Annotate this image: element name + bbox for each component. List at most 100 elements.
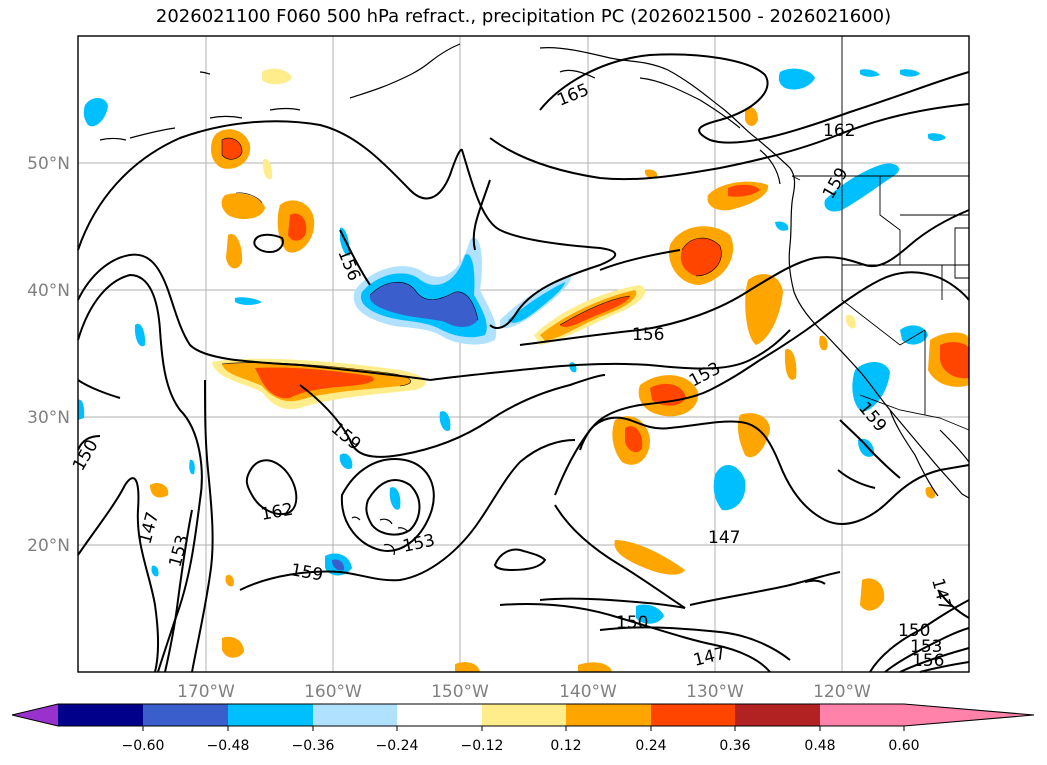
coastline-alaska	[349, 43, 461, 99]
coastline-vancouver	[759, 149, 781, 185]
lat-label: 30°N	[27, 408, 70, 428]
contour-line	[365, 479, 421, 536]
state-border	[879, 176, 901, 265]
precip-area	[389, 487, 401, 510]
precip-area	[439, 411, 451, 431]
colorbar-segment	[313, 704, 397, 726]
coastline-north-america	[539, 47, 970, 499]
longitude-labels: 170°W 160°W 150°W 140°W 130°W 120°W	[177, 682, 871, 702]
contour-line	[245, 459, 298, 515]
colorbar-tick-label: −0.36	[292, 738, 335, 754]
contour-line	[519, 209, 970, 346]
contour-line	[472, 179, 491, 251]
lat-label: 20°N	[27, 536, 70, 556]
colorbar: −0.60 −0.48 −0.36 −0.24 −0.12 0.12 0.24 …	[11, 703, 1035, 754]
colorbar-tick-label: 0.24	[635, 738, 666, 754]
contour-line	[77, 253, 431, 381]
contour-line	[539, 504, 686, 609]
colorbar-ticks	[142, 726, 905, 731]
state-border	[841, 265, 926, 346]
precip-area	[728, 184, 760, 197]
colorbar-tick-label: 0.60	[888, 738, 919, 754]
lat-label: 40°N	[27, 281, 70, 301]
coastline-mexico	[939, 429, 970, 463]
precip-area	[150, 483, 169, 498]
lon-label: 140°W	[559, 682, 617, 702]
precip-area	[928, 133, 946, 141]
precip-area	[824, 163, 900, 212]
precip-area	[262, 68, 292, 85]
height-contours	[77, 53, 970, 673]
contour-label: 156	[912, 651, 944, 671]
precip-area	[255, 367, 374, 399]
precip-shading	[78, 68, 969, 672]
lon-label: 150°W	[431, 682, 489, 702]
precip-area	[225, 574, 234, 587]
colorbar-tick-label: −0.48	[207, 738, 250, 754]
precip-area	[860, 578, 885, 611]
precip-area	[775, 221, 789, 231]
colorbar-extend-min	[12, 704, 58, 726]
precip-area	[455, 662, 480, 672]
contour-line	[869, 599, 970, 673]
precip-area	[784, 349, 797, 380]
precip-area	[925, 486, 936, 499]
colorbar-segment	[566, 704, 651, 726]
precip-area	[560, 296, 630, 328]
contour-line	[539, 53, 970, 144]
colorbar-segment	[58, 704, 143, 726]
colorbar-segment	[820, 704, 904, 726]
precip-area	[189, 459, 195, 475]
precip-area	[339, 453, 353, 470]
contour-line	[599, 626, 791, 661]
colorbar-segment	[482, 704, 566, 726]
coastline-hawaii	[383, 543, 395, 556]
contour-line	[253, 233, 284, 254]
coastline-hawaii	[351, 516, 361, 521]
coastline-aleutians	[129, 127, 176, 139]
precip-area	[819, 335, 828, 351]
lat-label: 50°N	[27, 154, 70, 174]
precip-area	[625, 426, 643, 453]
contour-line	[340, 458, 435, 552]
coastline-aleutians	[209, 115, 243, 119]
colorbar-extend-max	[904, 704, 1034, 726]
contour-line	[77, 435, 101, 451]
colorbar-outline	[11, 703, 1035, 727]
contour-line	[77, 477, 160, 673]
precip-area	[262, 159, 273, 180]
contour-line	[191, 379, 214, 673]
precip-area	[644, 169, 658, 179]
precip-area	[369, 282, 478, 327]
precip-area	[940, 342, 969, 379]
precip-area	[508, 282, 565, 323]
contour-line	[77, 273, 203, 673]
precip-area	[713, 464, 746, 511]
colorbar-tick-label: −0.24	[376, 738, 419, 754]
precip-area	[680, 238, 722, 276]
precip-area	[745, 274, 783, 345]
lon-label: 130°W	[686, 682, 744, 702]
contour-label: 156	[632, 325, 664, 345]
colorbar-segment	[228, 704, 313, 726]
precip-area	[778, 68, 815, 90]
contour-line	[339, 229, 371, 286]
contour-line	[689, 571, 841, 606]
coastline-island	[559, 69, 596, 79]
precip-outlines	[221, 137, 722, 387]
contour-line	[919, 661, 970, 673]
precip-area	[860, 69, 880, 77]
map-frame	[77, 35, 970, 673]
precip-area	[900, 69, 920, 77]
precip-area	[845, 314, 856, 329]
precip-area	[900, 325, 928, 345]
colorbar-tick-label: 0.12	[550, 738, 581, 754]
contour-line	[937, 589, 970, 619]
coastlines	[99, 43, 970, 556]
precip-area	[222, 636, 244, 658]
chart-title: 2026021100 F060 500 hPa refract., precip…	[155, 6, 892, 27]
precip-area	[78, 399, 85, 420]
precip-area	[288, 213, 307, 241]
precip-area	[235, 297, 262, 305]
